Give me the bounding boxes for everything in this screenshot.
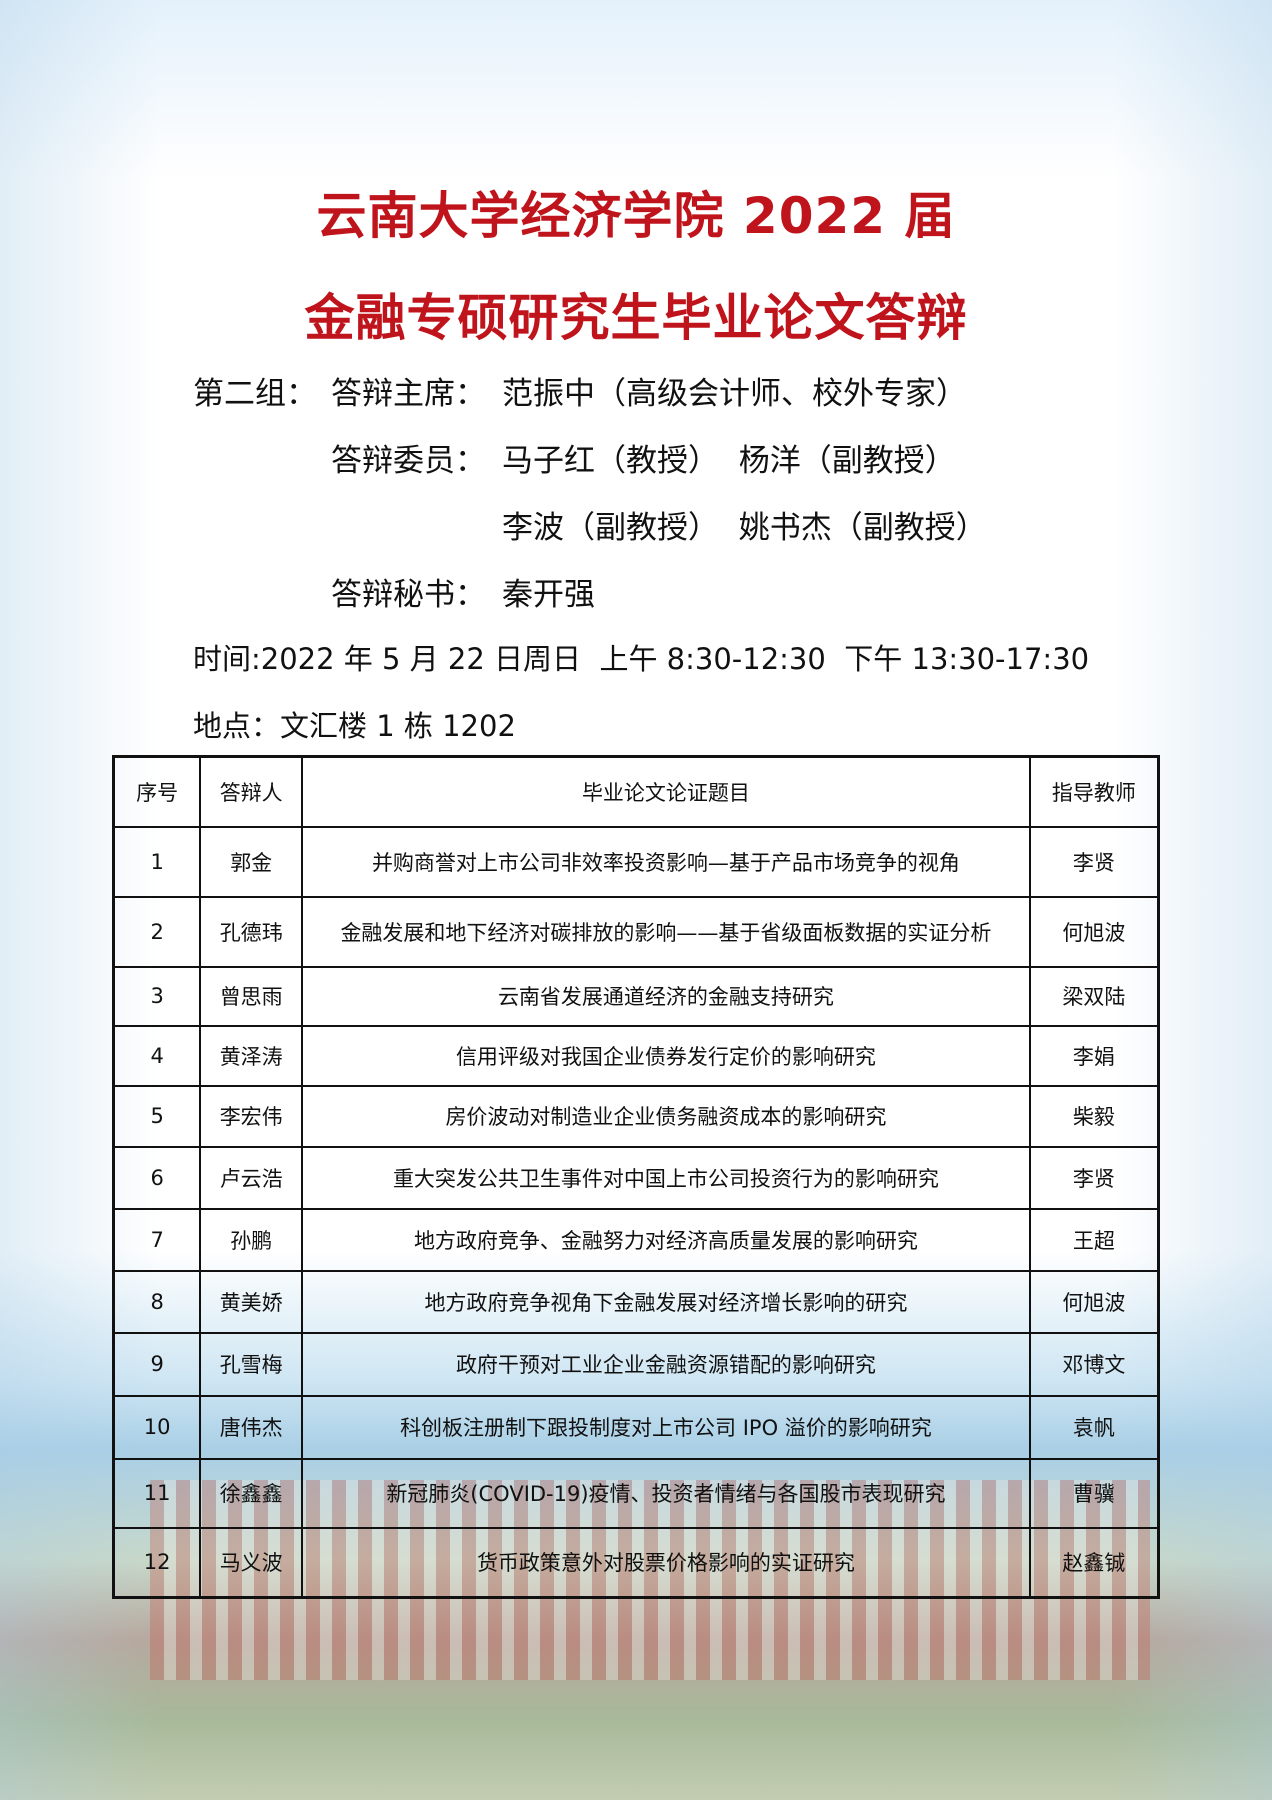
table-row: 11 徐鑫鑫 新冠肺炎(COVID-19)疫情、投资者情绪与各国股市表现研究 曹骥 [112,1457,1160,1529]
chair-value: 范振中（高级会计师、校外专家） [502,376,967,412]
table-row: 2 孔德玮 金融发展和地下经济对碳排放的影响——基于省级面板数据的实证分析 何旭波 [112,895,1160,968]
time-info: 时间:2022 年 5 月 22 日周日 上午 8:30-12:30 下午 13… [193,642,1090,676]
cell-row-number: 2 [112,895,202,968]
cell-thesis-title: 货币政策意外对股票价格影响的实证研究 [301,1526,1031,1599]
cell-defender: 黄美娇 [199,1269,304,1334]
cell-thesis-title: 房价波动对制造业企业债务融资成本的影响研究 [301,1084,1031,1148]
cell-defender: 马义波 [199,1526,304,1599]
members-row-1: 马子红（教授） 杨洋（副教授） [502,443,956,479]
header-thesis-title: 毕业论文论证题目 [301,755,1031,828]
cell-advisor: 李贤 [1028,1145,1160,1210]
cell-thesis-title: 金融发展和地下经济对碳排放的影响——基于省级面板数据的实证分析 [301,895,1031,968]
secretary-value: 秦开强 [502,577,595,613]
header-defender: 答辩人 [199,755,304,828]
cell-defender: 唐伟杰 [199,1394,304,1460]
cell-thesis-title: 新冠肺炎(COVID-19)疫情、投资者情绪与各国股市表现研究 [301,1457,1031,1529]
title-line-2: 金融专硕研究生毕业论文答辩 [304,289,968,347]
cell-thesis-title: 并购商誉对上市公司非效率投资影响—基于产品市场竞争的视角 [301,825,1031,898]
cell-row-number: 11 [112,1457,202,1529]
table-row: 4 黄泽涛 信用评级对我国企业债券发行定价的影响研究 李娟 [112,1024,1160,1087]
table-row: 8 黄美娇 地方政府竞争视角下金融发展对经济增长影响的研究 何旭波 [112,1269,1160,1334]
cell-row-number: 5 [112,1084,202,1148]
cell-advisor: 李贤 [1028,825,1160,898]
cell-thesis-title: 云南省发展通道经济的金融支持研究 [301,965,1031,1027]
cell-thesis-title: 科创板注册制下跟投制度对上市公司 IPO 溢价的影响研究 [301,1394,1031,1460]
group-label: 第二组： [193,376,317,412]
cell-advisor: 曹骥 [1028,1457,1160,1529]
cell-advisor: 梁双陆 [1028,965,1160,1027]
cell-defender: 孔雪梅 [199,1331,304,1397]
cell-defender: 黄泽涛 [199,1024,304,1087]
cell-defender: 李宏伟 [199,1084,304,1148]
cell-row-number: 4 [112,1024,202,1087]
table-header-row: 序号 答辩人 毕业论文论证题目 指导教师 [112,755,1160,828]
cell-defender: 卢云浩 [199,1145,304,1210]
cell-row-number: 6 [112,1145,202,1210]
cell-row-number: 3 [112,965,202,1027]
cell-row-number: 10 [112,1394,202,1460]
cell-thesis-title: 信用评级对我国企业债券发行定价的影响研究 [301,1024,1031,1087]
cell-row-number: 9 [112,1331,202,1397]
table-row: 1 郭金 并购商誉对上市公司非效率投资影响—基于产品市场竞争的视角 李贤 [112,825,1160,898]
cell-advisor: 赵鑫铖 [1028,1526,1160,1599]
table-row: 12 马义波 货币政策意外对股票价格影响的实证研究 赵鑫铖 [112,1526,1160,1599]
header-row-number: 序号 [112,755,202,828]
cell-defender: 郭金 [199,825,304,898]
cell-defender: 徐鑫鑫 [199,1457,304,1529]
table-row: 10 唐伟杰 科创板注册制下跟投制度对上市公司 IPO 溢价的影响研究 袁帆 [112,1394,1160,1460]
cell-advisor: 何旭波 [1028,1269,1160,1334]
table-row: 7 孙鹏 地方政府竞争、金融努力对经济高质量发展的影响研究 王超 [112,1207,1160,1272]
header-advisor: 指导教师 [1028,755,1160,828]
cell-thesis-title: 地方政府竞争、金融努力对经济高质量发展的影响研究 [301,1207,1031,1272]
table-row: 3 曾思雨 云南省发展通道经济的金融支持研究 梁双陆 [112,965,1160,1027]
cell-row-number: 8 [112,1269,202,1334]
title-line-1: 云南大学经济学院 2022 届 [316,187,956,245]
cell-advisor: 李娟 [1028,1024,1160,1087]
table-row: 9 孔雪梅 政府干预对工业企业金融资源错配的影响研究 邓博文 [112,1331,1160,1397]
cell-defender: 孔德玮 [199,895,304,968]
cell-row-number: 1 [112,825,202,898]
cell-defender: 孙鹏 [199,1207,304,1272]
secretary-label: 答辩秘书： [331,577,486,613]
defense-schedule-table: 序号 答辩人 毕业论文论证题目 指导教师 1 郭金 并购商誉对上市公司非效率投资影响—基于产… [112,755,1160,1599]
cell-row-number: 12 [112,1526,202,1599]
cell-row-number: 7 [112,1207,202,1272]
cell-advisor: 何旭波 [1028,895,1160,968]
cell-thesis-title: 重大突发公共卫生事件对中国上市公司投资行为的影响研究 [301,1145,1031,1210]
members-row-2: 李波（副教授） 姚书杰（副教授） [502,510,987,546]
cell-thesis-title: 政府干预对工业企业金融资源错配的影响研究 [301,1331,1031,1397]
table-row: 5 李宏伟 房价波动对制造业企业债务融资成本的影响研究 柴毅 [112,1084,1160,1148]
cell-advisor: 邓博文 [1028,1331,1160,1397]
cell-advisor: 王超 [1028,1207,1160,1272]
table-row: 6 卢云浩 重大突发公共卫生事件对中国上市公司投资行为的影响研究 李贤 [112,1145,1160,1210]
chair-label: 答辩主席： [331,376,486,412]
place-info: 地点：文汇楼 1 栋 1202 [193,709,516,743]
cell-advisor: 柴毅 [1028,1084,1160,1148]
cell-defender: 曾思雨 [199,965,304,1027]
cell-advisor: 袁帆 [1028,1394,1160,1460]
members-label: 答辩委员： [331,443,486,479]
cell-thesis-title: 地方政府竞争视角下金融发展对经济增长影响的研究 [301,1269,1031,1334]
